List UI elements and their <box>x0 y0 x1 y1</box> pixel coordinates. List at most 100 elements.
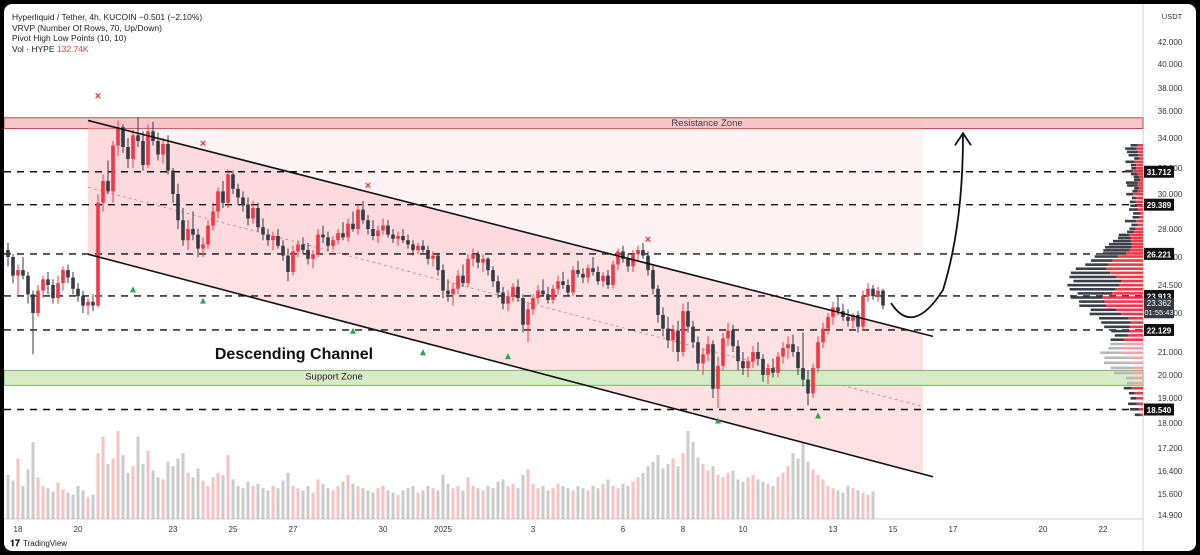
candle-body[interactable] <box>336 233 340 240</box>
candle-body[interactable] <box>651 270 655 289</box>
candle-body[interactable] <box>231 175 235 189</box>
candle-body[interactable] <box>636 250 640 254</box>
candle-body[interactable] <box>246 205 250 219</box>
candle-body[interactable] <box>76 289 80 296</box>
candle-body[interactable] <box>366 220 370 229</box>
candle-body[interactable] <box>456 276 460 289</box>
candle-body[interactable] <box>536 291 540 298</box>
candle-body[interactable] <box>241 198 245 205</box>
candle-body[interactable] <box>326 237 330 245</box>
candle-body[interactable] <box>701 354 705 363</box>
candle-body[interactable] <box>271 236 275 240</box>
candle-body[interactable] <box>306 250 310 259</box>
candle-body[interactable] <box>801 368 805 380</box>
candle-body[interactable] <box>661 315 665 329</box>
candle-body[interactable] <box>91 302 95 306</box>
candle-body[interactable] <box>346 224 350 238</box>
candle-body[interactable] <box>411 244 415 250</box>
candle-body[interactable] <box>596 272 600 281</box>
candle-body[interactable] <box>731 331 735 347</box>
candle-body[interactable] <box>776 357 780 373</box>
candle-body[interactable] <box>26 276 30 295</box>
candle-body[interactable] <box>386 226 390 235</box>
candle-body[interactable] <box>756 352 760 359</box>
candle-body[interactable] <box>476 254 480 262</box>
candle-body[interactable] <box>571 270 575 292</box>
candle-body[interactable] <box>421 246 425 250</box>
legend-vrvp[interactable]: VRVP (Number Of Rows, 70, Up/Down) <box>12 23 202 34</box>
candle-body[interactable] <box>866 289 870 296</box>
candle-body[interactable] <box>501 292 505 303</box>
candle-body[interactable] <box>881 291 885 306</box>
candle-body[interactable] <box>351 224 355 229</box>
candle-body[interactable] <box>301 244 305 250</box>
candle-body[interactable] <box>156 141 160 155</box>
candle-body[interactable] <box>466 259 470 283</box>
candle-body[interactable] <box>676 331 680 352</box>
candle-body[interactable] <box>721 338 725 365</box>
candle-body[interactable] <box>21 270 25 276</box>
candle-body[interactable] <box>746 361 750 368</box>
candle-body[interactable] <box>266 235 270 241</box>
candle-body[interactable] <box>626 259 630 266</box>
candle-body[interactable] <box>876 291 880 297</box>
candle-body[interactable] <box>356 210 360 229</box>
candle-body[interactable] <box>126 147 130 159</box>
candle-body[interactable] <box>361 210 365 221</box>
candle-body[interactable] <box>251 208 255 219</box>
candle-body[interactable] <box>486 259 490 270</box>
candle-body[interactable] <box>766 368 770 375</box>
candle-body[interactable] <box>546 294 550 300</box>
candle-body[interactable] <box>316 235 320 255</box>
candle-body[interactable] <box>591 268 595 272</box>
candle-body[interactable] <box>871 289 875 296</box>
candle-body[interactable] <box>811 368 815 393</box>
candle-body[interactable] <box>61 270 65 283</box>
candle-body[interactable] <box>41 279 45 290</box>
candle-body[interactable] <box>606 276 610 285</box>
candle-body[interactable] <box>686 311 690 327</box>
candle-body[interactable] <box>401 236 405 240</box>
candle-body[interactable] <box>186 229 190 240</box>
candle-body[interactable] <box>511 287 515 296</box>
candle-body[interactable] <box>471 254 475 259</box>
candle-body[interactable] <box>221 191 225 202</box>
candle-body[interactable] <box>821 329 825 343</box>
candle-body[interactable] <box>611 264 615 285</box>
candle-body[interactable] <box>166 144 170 171</box>
candle-body[interactable] <box>771 368 775 373</box>
candle-body[interactable] <box>431 256 435 259</box>
candle-body[interactable] <box>256 208 260 227</box>
candle-body[interactable] <box>461 276 465 283</box>
candle-body[interactable] <box>551 289 555 300</box>
price-chart[interactable]: Resistance ZoneSupport ZoneDescending Ch… <box>4 4 1196 551</box>
candle-body[interactable] <box>116 127 120 145</box>
candle-body[interactable] <box>601 276 605 282</box>
candle-body[interactable] <box>96 203 100 306</box>
candle-body[interactable] <box>56 283 60 298</box>
candle-body[interactable] <box>416 246 420 250</box>
candle-body[interactable] <box>836 307 840 311</box>
candle-body[interactable] <box>136 135 140 141</box>
candle-body[interactable] <box>751 352 755 361</box>
candle-body[interactable] <box>331 240 335 246</box>
candle-body[interactable] <box>131 135 135 159</box>
chart-canvas[interactable]: Resistance Zone Support Zone Descending Ch… <box>4 4 1196 551</box>
candle-body[interactable] <box>341 233 345 237</box>
candle-body[interactable] <box>226 175 230 203</box>
candle-body[interactable] <box>671 331 675 341</box>
candle-body[interactable] <box>201 244 205 248</box>
candle-body[interactable] <box>741 361 745 368</box>
candle-body[interactable] <box>796 352 800 368</box>
candle-body[interactable] <box>576 270 580 274</box>
candle-body[interactable] <box>516 287 520 298</box>
candle-body[interactable] <box>161 144 165 155</box>
candle-body[interactable] <box>66 270 70 277</box>
candle-body[interactable] <box>736 346 740 361</box>
candle-body[interactable] <box>556 281 560 288</box>
candle-body[interactable] <box>406 240 410 244</box>
candle-body[interactable] <box>261 227 265 234</box>
candle-body[interactable] <box>446 291 450 295</box>
candle-body[interactable] <box>101 181 105 203</box>
candle-body[interactable] <box>281 246 285 256</box>
